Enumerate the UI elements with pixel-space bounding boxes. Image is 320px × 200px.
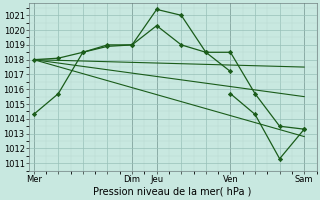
X-axis label: Pression niveau de la mer( hPa ): Pression niveau de la mer( hPa ): [93, 187, 252, 197]
